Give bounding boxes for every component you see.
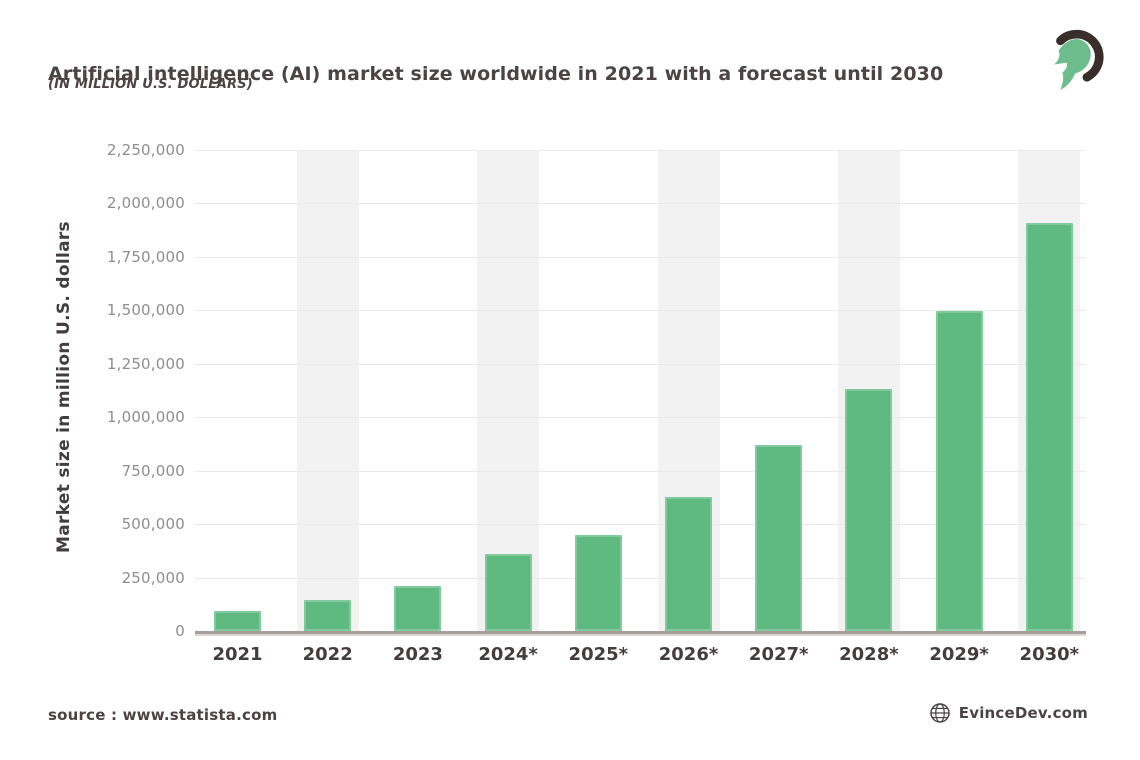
gridline <box>195 577 1085 579</box>
gridline <box>195 203 1085 205</box>
x-tick-label-2028: 2028* <box>839 644 899 665</box>
x-tick-label-2027: 2027* <box>748 644 809 665</box>
y-tick-label: 750,000 <box>121 461 185 480</box>
x-tick-label-2025: 2025* <box>568 644 629 665</box>
y-tick-label: 1,250,000 <box>106 354 185 373</box>
gridline <box>195 470 1085 472</box>
brand-footer: EvinceDev.com <box>929 702 1088 724</box>
x-axis-line <box>195 631 1086 634</box>
x-tick-label-2021: 2021 <box>212 644 263 665</box>
bar-2021 <box>214 610 261 631</box>
y-tick-label: 250,000 <box>121 568 185 587</box>
y-tick-label: 2,000,000 <box>106 194 185 213</box>
bar-2028 <box>845 389 893 631</box>
bar-2030 <box>1025 222 1073 631</box>
y-tick-label: 500,000 <box>121 515 185 534</box>
gridline <box>195 150 1085 151</box>
gridline <box>195 417 1085 419</box>
bar-2023 <box>394 586 442 631</box>
y-tick-label: 0 <box>175 622 185 640</box>
y-tick-label: 1,500,000 <box>106 301 185 320</box>
x-tick-label-2022: 2022 <box>302 644 353 665</box>
gridline <box>195 363 1085 365</box>
bar-2029 <box>935 311 983 631</box>
gridline <box>195 310 1085 312</box>
gridline <box>195 524 1085 526</box>
spartan-helmet-logo-icon <box>1044 26 1106 92</box>
background-stripe <box>477 150 540 631</box>
x-tick-label-2030: 2030* <box>1019 644 1080 665</box>
gridline <box>195 256 1085 258</box>
plot-area <box>195 150 1085 631</box>
bar-2025 <box>574 534 622 631</box>
chart-title: Artificial intelligence (AI) market size… <box>48 62 944 85</box>
bar-2027 <box>755 445 803 631</box>
bar-2022 <box>304 600 352 631</box>
y-tick-label: 2,250,000 <box>106 141 185 159</box>
source-link[interactable]: source : www.statista.com <box>48 706 278 724</box>
x-tick-label-2024: 2024* <box>478 644 538 665</box>
chart-subtitle: (IN MILLION U.S. DOLLARS) <box>48 77 253 92</box>
bar-2024 <box>484 554 532 631</box>
background-stripe <box>296 150 359 631</box>
y-axis-title: Market size in million U.S. dollars <box>54 221 74 553</box>
globe-icon <box>930 703 950 723</box>
bar-2026 <box>665 497 712 631</box>
y-tick-label: 1,000,000 <box>106 408 185 427</box>
x-tick-label-2029: 2029* <box>929 644 989 665</box>
y-tick-label: 1,750,000 <box>106 247 185 266</box>
x-tick-label-2026: 2026* <box>658 644 719 665</box>
brand-link[interactable]: EvinceDev.com <box>958 704 1088 722</box>
x-tick-label-2023: 2023 <box>392 644 443 665</box>
